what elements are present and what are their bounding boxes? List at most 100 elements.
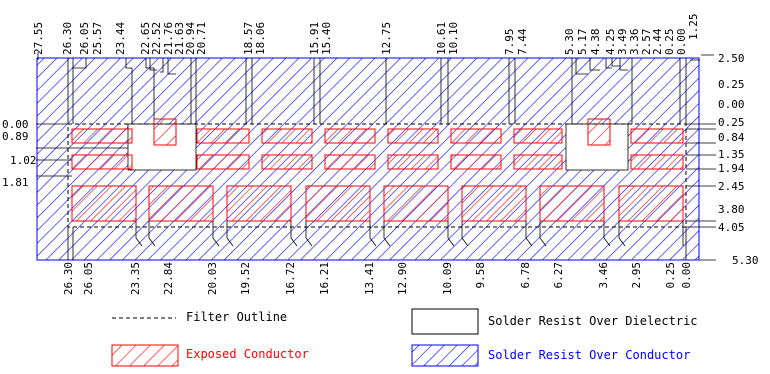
top-dim-label: 12.75 [380,22,393,55]
top-dim-label: 26.30 [61,22,74,55]
top-dim-label: 22.65 [139,22,152,55]
top-dim-label: 3.36 [628,29,641,56]
pad [387,154,439,170]
bottom-dimension-labels: 26.30 26.05 23.35 22.84 20.03 19.52 16.7… [62,262,693,295]
pads-row-bottom [71,185,684,222]
bottom-dim-label: 16.21 [318,262,331,295]
legend-solder-conductor-swatch [411,344,479,367]
right-dim-label: 2.50 [718,52,745,65]
bottom-dim-label: 6.27 [552,262,565,289]
top-dim-label: 0.25 [663,29,676,56]
top-dim-label: 20.71 [195,22,208,55]
legend-exposed-conductor-swatch [111,344,179,367]
right-dim-label: 3.80 [718,203,745,216]
top-dim-label: 2.44 [651,28,664,55]
right-dim-label: 5.30 [732,254,759,267]
bottom-dim-label: 12.90 [396,262,409,295]
top-dim-label: 26.05 [78,22,91,55]
pad [305,185,371,222]
bottom-dim-label: 6.78 [519,262,532,289]
pad [450,154,502,170]
right-dim-label: 0.25 [718,78,745,91]
pad [324,154,376,170]
pad [618,185,684,222]
pads-row-middle [71,154,684,170]
top-dim-label: 0.00 [675,29,688,56]
top-dim-label: 7.44 [516,28,529,55]
pad [324,128,376,144]
pad [71,185,137,222]
pad [196,154,250,170]
top-dim-label: 4.25 [604,29,617,56]
legend-filter-outline-label: Filter Outline [186,310,288,324]
bottom-dim-label: 10.09 [441,262,454,295]
legend-exposed-conductor-label: Exposed Conductor [186,347,309,361]
pad [196,128,250,144]
top-dim-label: 10.61 [435,22,448,55]
legend-solder-conductor-label: Solder Resist Over Conductor [488,348,691,362]
connector-pad-right [587,118,611,146]
pad [71,154,133,170]
top-dimension-labels: 27.55 26.30 26.05 25.57 23.44 22.65 22.5… [32,14,700,56]
left-dim-label: 0.00 [2,118,29,131]
top-dim-label: 10.10 [447,22,460,55]
left-dimension-labels: 0.00 0.89 1.02 1.81 [2,118,37,189]
top-dim-label: 5.17 [576,29,589,56]
top-dim-label: 15.91 [308,22,321,55]
right-dim-label: 1.94 [718,162,745,175]
right-dim-label: 1.35 [718,148,745,161]
bottom-dim-label: 19.52 [239,262,252,295]
right-dim-label: 4.05 [718,221,745,234]
pad [630,154,684,170]
connector-pad-left [153,118,177,146]
bottom-dim-label: 23.35 [129,262,142,295]
bottom-dim-label: 22.84 [162,262,175,295]
right-dim-label: 0.00 [718,98,745,111]
bottom-dim-label: 26.30 [62,262,75,295]
legend-dielectric-swatch [411,308,479,335]
pad [261,128,313,144]
top-dim-label: 23.44 [114,22,127,55]
right-dim-label: 2.45 [718,180,745,193]
bottom-dim-label: 20.03 [206,262,219,295]
top-dim-label: 18.06 [254,22,267,55]
right-dim-label: 0.84 [718,131,745,144]
top-dim-label: 2.57 [640,29,653,56]
top-dim-label: 3.49 [616,29,629,56]
pad [383,185,449,222]
top-dim-label: 21.76 [162,22,175,55]
top-dim-label: 20.94 [184,22,197,55]
legend [111,308,479,367]
pads-row-top [71,128,684,144]
pad [513,154,563,170]
top-dim-label: 27.55 [32,22,45,55]
pad [387,128,439,144]
bottom-dim-label: 0.25 [664,262,677,289]
pad [513,128,563,144]
pad [461,185,527,222]
top-dim-label: 7.95 [503,29,516,56]
pad [539,185,605,222]
filter-outline [67,123,687,228]
top-dim-label: 18.57 [242,22,255,55]
pad [226,185,292,222]
top-dim-label: 5.30 [563,29,576,56]
top-dim-label: 1.25 [687,14,700,41]
right-dimension-labels: 2.50 0.25 0.00 0.25 0.84 1.35 1.94 2.45 … [718,52,759,267]
left-dim-label: 0.89 [2,130,29,143]
pad [450,128,502,144]
bottom-dim-label: 2.95 [630,262,643,289]
top-dim-label: 21.63 [173,22,186,55]
pad [261,154,313,170]
top-dim-label: 15.40 [320,22,333,55]
bottom-dim-label: 16.72 [284,262,297,295]
legend-dielectric-label: Solder Resist Over Dielectric [488,314,698,328]
right-dim-label: 0.25 [718,116,745,129]
pad [630,128,684,144]
pad [71,128,133,144]
bottom-dim-label: 26.05 [82,262,95,295]
bottom-dim-label: 3.46 [597,262,610,289]
left-dim-label: 1.81 [2,176,29,189]
